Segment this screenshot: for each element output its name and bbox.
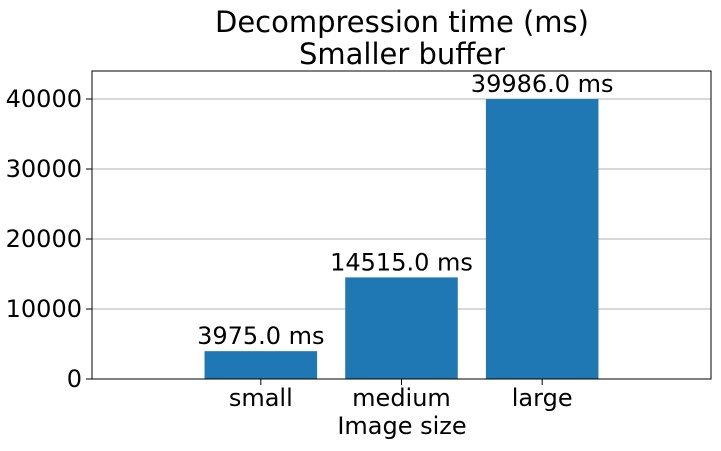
bar-value-label: 39986.0 ms	[471, 70, 614, 98]
bar-large	[485, 99, 599, 380]
bar-layer	[204, 99, 599, 380]
x-tick-label: medium	[352, 384, 451, 412]
y-tick-label: 30000	[6, 155, 82, 183]
y-tick-label: 10000	[6, 295, 82, 323]
bar-small	[204, 351, 318, 379]
bar-value-label: 3975.0 ms	[197, 322, 325, 350]
x-tick-label: small	[229, 384, 293, 412]
axis-layer: 0 10000 20000 30000 40000 small medium large	[6, 85, 573, 412]
x-tick-label: large	[512, 384, 573, 412]
bar-value-label: 14515.0 ms	[330, 248, 473, 276]
bar-medium	[345, 277, 458, 379]
y-tick-label: 20000	[6, 225, 82, 253]
label-layer: 3975.0 ms 14515.0 ms 39986.0 ms	[197, 70, 613, 350]
chart-title-line-2: Smaller buffer	[299, 37, 505, 71]
y-tick-label: 40000	[6, 85, 82, 113]
chart-title-line-1: Decompression time (ms)	[215, 5, 589, 39]
y-tick-label: 0	[67, 365, 82, 393]
x-axis-label: Image size	[337, 412, 466, 440]
